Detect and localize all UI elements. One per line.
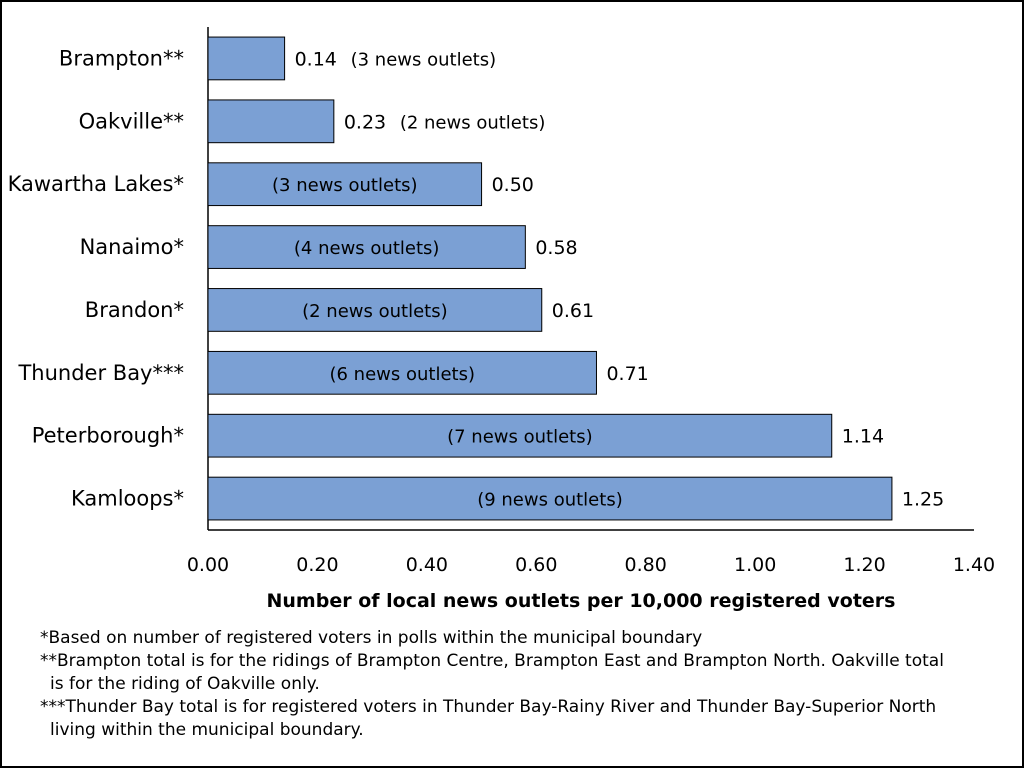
footnote-single-star: *Based on number of registered voters in… <box>40 628 703 648</box>
x-tick-label: 1.00 <box>734 554 776 576</box>
data-label: 0.58 <box>535 237 577 259</box>
footnote-triple-star-cont: living within the municipal boundary. <box>50 720 364 740</box>
bar <box>207 162 483 207</box>
data-label: 1.14 <box>842 426 884 448</box>
bar-annotation: (9 news outlets) <box>477 490 623 511</box>
bar <box>207 225 526 269</box>
category-label: Peterborough* <box>32 424 184 448</box>
footnotes: *Based on number of registered voters in… <box>40 627 1000 742</box>
data-label: 0.61 <box>552 300 594 322</box>
data-label: 1.25 <box>902 489 944 511</box>
bar-annotation: (2 news outlets) <box>400 112 546 133</box>
bar-annotation: (3 news outlets) <box>351 49 497 70</box>
bar-annotation: (3 news outlets) <box>272 175 418 196</box>
bar <box>207 476 893 521</box>
category-label: Brampton** <box>59 46 184 70</box>
bar-chart: Brampton** 0.14 (3 news outlets) Oakville**… <box>8 27 995 612</box>
bar-annotation: (4 news outlets) <box>294 238 440 259</box>
bar-annotation: (7 news outlets) <box>447 427 593 448</box>
footnote-triple-star: ***Thunder Bay total is for registered v… <box>40 697 937 717</box>
footnote-double-star-cont: is for the riding of Oakville only. <box>50 674 320 694</box>
bar <box>207 413 833 458</box>
x-tick-label: 0.20 <box>296 554 338 576</box>
category-label: Nanaimo* <box>80 235 184 259</box>
data-label: 0.50 <box>492 174 534 196</box>
x-tick-label: 0.00 <box>187 554 229 576</box>
x-tick-label: 1.40 <box>953 554 995 576</box>
category-label: Oakville** <box>79 109 184 133</box>
x-tick-label: 0.60 <box>515 554 557 576</box>
x-tick-label: 0.80 <box>625 554 667 576</box>
category-label: Thunder Bay*** <box>17 361 184 385</box>
category-label: Brandon* <box>85 298 184 322</box>
bar-annotation: (2 news outlets) <box>302 301 448 322</box>
category-label: Kamloops* <box>71 487 184 511</box>
data-label: 0.23 <box>344 111 386 133</box>
bar <box>207 350 597 395</box>
category-label: Kawartha Lakes* <box>8 172 184 196</box>
x-tick-label: 1.20 <box>843 554 885 576</box>
bar <box>207 36 286 81</box>
x-tick-label: 0.40 <box>406 554 448 576</box>
data-label: 0.14 <box>295 48 337 70</box>
bar <box>207 99 335 144</box>
bar-annotation: (6 news outlets) <box>329 364 475 385</box>
x-axis-title: Number of local news outlets per 10,000 … <box>267 590 896 612</box>
data-label: 0.71 <box>606 363 648 385</box>
bar <box>207 288 543 332</box>
footnote-double-star: **Brampton total is for the ridings of B… <box>40 651 944 671</box>
